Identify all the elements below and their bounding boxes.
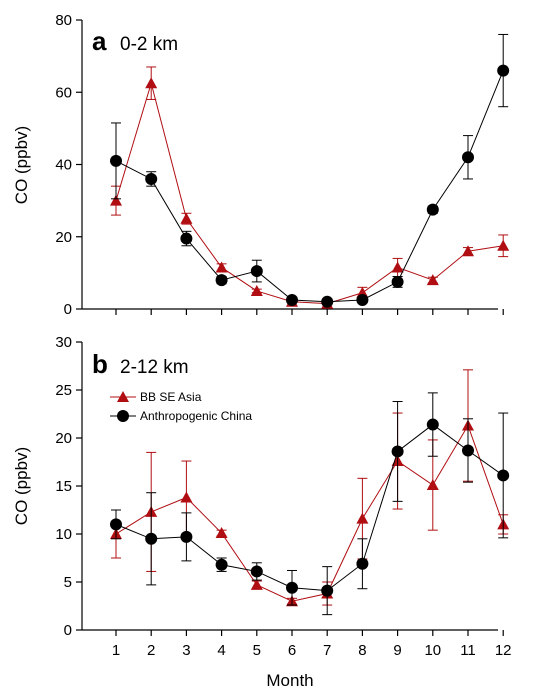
panel-b-x-tick-label: 4 [217, 642, 225, 659]
panel-a-point-anthro [110, 154, 122, 167]
panel-b-x-tick-label: 6 [288, 642, 296, 659]
panel-b-y-tick-label: 20 [55, 430, 72, 447]
panel-b-point-bb [250, 578, 263, 590]
panel-a-point-anthro [180, 232, 193, 245]
panel-b-point-anthro [497, 469, 510, 482]
panel-b-point-anthro [250, 565, 263, 578]
legend-label-anthro: Anthropogenic China [140, 409, 252, 423]
panel-a-title: 0-2 km [120, 34, 178, 55]
panel-b-x-tick-label: 9 [393, 642, 401, 659]
panel-b-point-anthro [286, 581, 298, 594]
panel-a-point-bb [250, 284, 263, 296]
panel-b-point-anthro [180, 530, 193, 543]
panel-b-x-tick-label: 8 [358, 642, 366, 659]
panel-a-point-anthro [462, 151, 474, 164]
panel-a-y-tick-label: 20 [55, 229, 72, 246]
panel-b-point-bb [180, 491, 193, 503]
x-axis-title: Month [266, 671, 313, 690]
panel-b-series-line-bb [115, 424, 504, 602]
panel-a-y-tick-label: 0 [64, 301, 72, 318]
panel-b-point-anthro [321, 584, 334, 597]
panel-a-point-bb [145, 77, 158, 89]
panel-a-point-bb [215, 261, 228, 273]
panel-a-point-bb [426, 274, 439, 286]
panel-b-point-anthro [215, 558, 228, 571]
panel-b-y-tick-label: 15 [55, 478, 72, 495]
panel-a-point-anthro [286, 293, 298, 306]
panel-a-point-bb [391, 261, 404, 273]
panel-a-series-line-bb [115, 81, 504, 305]
panel-a-series-line-anthro [115, 70, 504, 303]
panel-b-x-tick-label: 2 [147, 642, 155, 659]
panel-b-x-tick-label: 12 [495, 642, 512, 659]
panel-b-point-anthro [145, 532, 158, 545]
panel-a-point-anthro [356, 293, 369, 306]
panel-b-title: 2-12 km [120, 357, 189, 378]
panel-b-y-tick-label: 5 [64, 574, 72, 591]
panel-b-x-tick-label: 3 [182, 642, 190, 659]
panel-a-y-tick-label: 60 [55, 84, 72, 101]
panel-b-ylabel: CO (ppbv) [12, 447, 31, 525]
panel-a-point-anthro [497, 64, 510, 77]
panel-a-point-anthro [215, 274, 228, 287]
panel-a: a 0-2 km CO (ppbv) 0 20 40 60 80 [12, 12, 510, 318]
legend: BB SE Asia Anthropogenic China [110, 390, 252, 423]
panel-b-point-bb [426, 479, 439, 491]
panel-a-point-bb [462, 245, 474, 257]
panel-b-point-anthro [356, 557, 369, 570]
panel-b-x-tick-label: 5 [253, 642, 261, 659]
panel-a-ylabel: CO (ppbv) [12, 126, 31, 204]
panel-a-y-tick-label: 40 [55, 157, 72, 174]
panel-a-point-anthro [250, 265, 263, 278]
legend-marker-anthro [117, 410, 129, 422]
panel-a-y-tick-label: 80 [55, 12, 72, 29]
panel-b-point-anthro [391, 445, 404, 458]
panel-a-point-anthro [321, 295, 334, 308]
panel-a-point-bb [497, 239, 510, 251]
panel-b-y-tick-label: 30 [55, 334, 72, 351]
panel-b-point-anthro [110, 518, 122, 531]
panel-b-point-anthro [426, 418, 439, 431]
panel-b: b 2-12 km CO (ppbv) Month BB SE Asia Ant… [12, 334, 512, 690]
legend-label-bb: BB SE Asia [140, 390, 202, 404]
panel-a-point-anthro [145, 172, 158, 185]
panel-b-letter: b [92, 349, 108, 379]
panel-a-letter: a [92, 26, 107, 56]
panel-b-point-bb [215, 527, 228, 539]
panel-b-y-tick-label: 25 [55, 382, 72, 399]
panel-b-point-bb [356, 512, 369, 524]
panel-a-point-anthro [391, 275, 404, 288]
panel-b-series-line-anthro [115, 423, 504, 592]
panel-a-point-bb [110, 194, 122, 206]
panel-b-x-tick-label: 7 [323, 642, 331, 659]
panel-b-x-tick-label: 11 [460, 642, 476, 659]
panel-a-point-anthro [426, 203, 439, 216]
panel-b-point-anthro [462, 444, 474, 457]
panel-a-point-bb [180, 212, 193, 224]
panel-b-x-tick-label: 1 [112, 642, 120, 659]
legend-marker-bb [117, 391, 129, 402]
panel-b-y-tick-label: 10 [55, 526, 72, 543]
panel-b-y-tick-label: 0 [64, 622, 72, 639]
panel-b-x-tick-label: 10 [424, 642, 441, 659]
